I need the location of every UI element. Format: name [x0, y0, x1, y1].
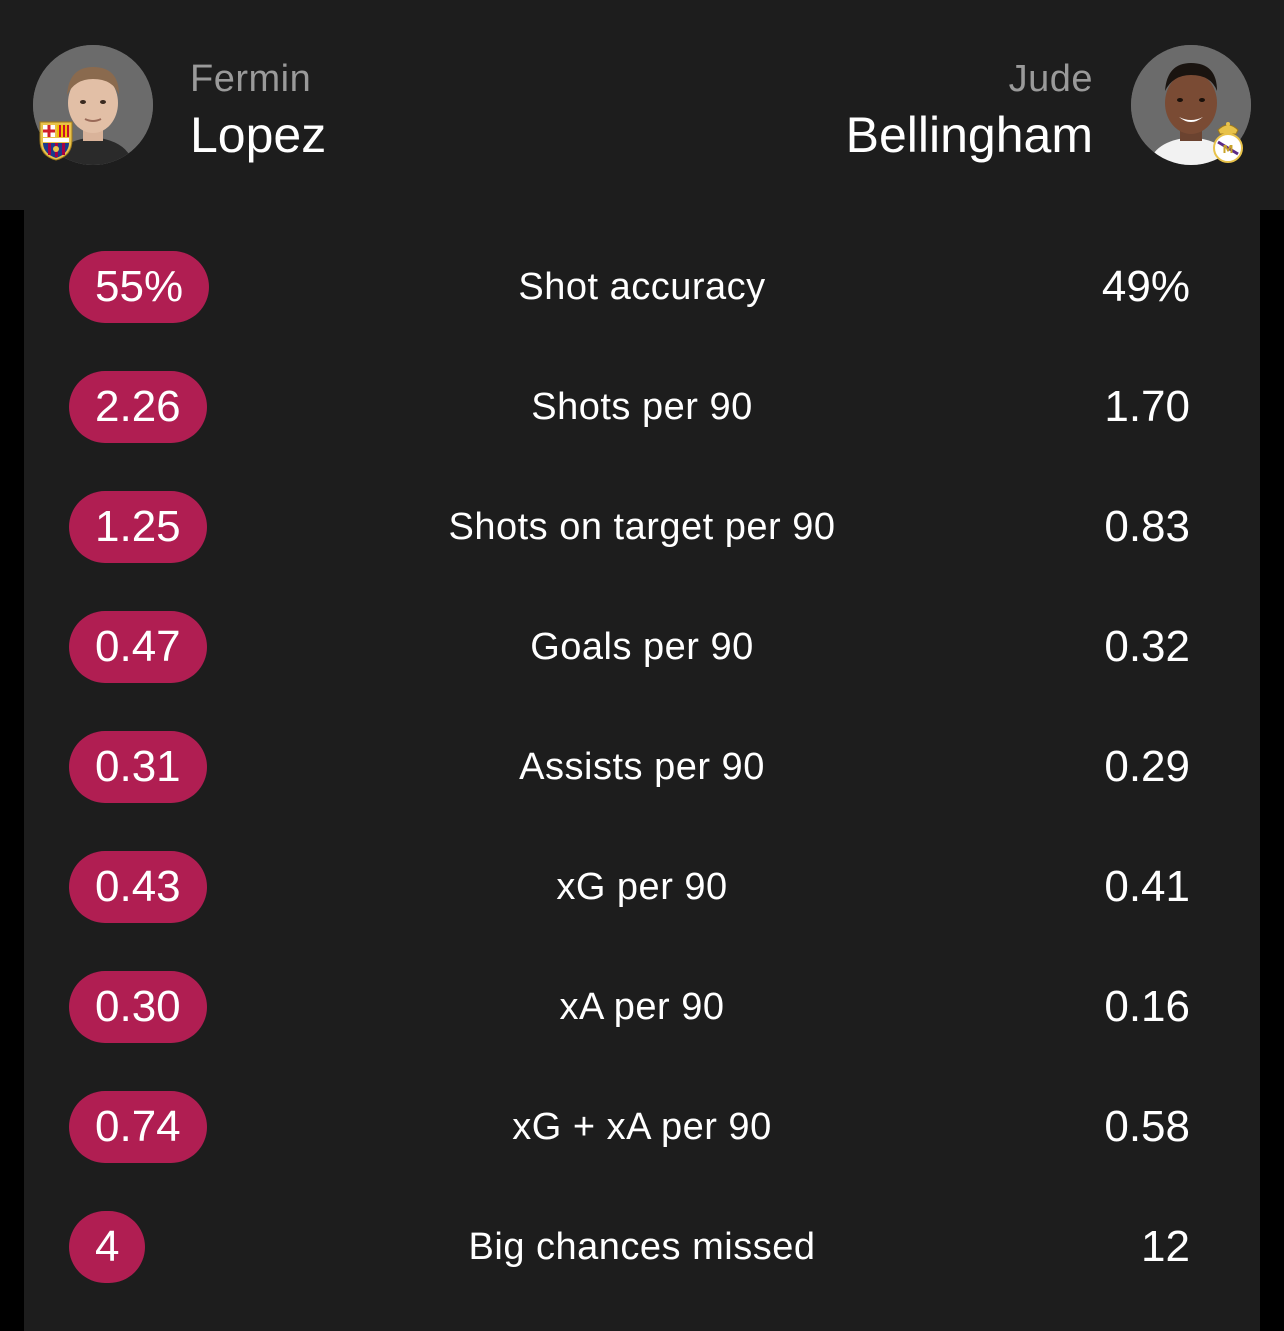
fc-barcelona-crest-icon	[39, 121, 73, 161]
left-value-highlight-pill: 0.31	[69, 731, 207, 803]
stat-label: Shots per 90	[531, 386, 753, 428]
stat-label: Shots on target per 90	[448, 506, 836, 548]
stat-label: Shot accuracy	[518, 266, 766, 308]
stat-row-xg-plus-xa-per-90: 0.74 xG + xA per 90 0.58	[24, 1050, 1260, 1170]
left-value-highlight-pill: 55%	[69, 251, 210, 323]
stat-row-shots-per-90: 2.26 Shots per 90 1.70	[24, 330, 1260, 450]
player-left-avatar[interactable]	[33, 45, 153, 165]
right-value: 0.58	[1104, 1102, 1190, 1151]
player-right-last-name: Bellingham	[845, 107, 1093, 163]
stat-label: xA per 90	[559, 986, 725, 1028]
right-value: 49%	[1101, 262, 1190, 311]
left-value-highlight-pill: 0.43	[69, 851, 207, 923]
stat-label: Big chances missed	[468, 1226, 816, 1268]
comparison-header: Fermin Lopez Jude Bellingham M	[0, 0, 1284, 210]
right-value: 1.70	[1104, 382, 1190, 431]
left-value-highlight-pill: 0.47	[69, 611, 207, 683]
left-value-highlight-pill: 4	[69, 1211, 146, 1283]
stat-row-xa-per-90: 0.30 xA per 90 0.16	[24, 930, 1260, 1050]
stat-label: xG + xA per 90	[512, 1106, 772, 1148]
real-madrid-crest-icon: M	[1213, 122, 1243, 163]
left-value-highlight-pill: 1.25	[69, 491, 207, 563]
left-value-highlight-pill: 2.26	[69, 371, 207, 443]
stat-row-goals-per-90: 0.47 Goals per 90 0.32	[24, 570, 1260, 690]
right-value: 12	[1141, 1222, 1190, 1271]
right-value: 0.83	[1104, 502, 1190, 551]
stats-panel: 55% Shot accuracy 49% 2.26 Shots per 90 …	[24, 210, 1260, 1331]
player-left-first-name: Fermin	[190, 58, 312, 100]
svg-text:M: M	[1223, 143, 1234, 156]
stat-row-big-chances-missed: 4 Big chances missed 12	[24, 1170, 1260, 1290]
left-value-highlight-pill: 0.74	[69, 1091, 207, 1163]
right-value: 0.41	[1104, 862, 1190, 911]
stat-label: xG per 90	[556, 866, 728, 908]
left-value-highlight-pill: 0.30	[69, 971, 207, 1043]
player-photo-icon	[1131, 45, 1251, 165]
stat-row-assists-per-90: 0.31 Assists per 90 0.29	[24, 690, 1260, 810]
stat-label: Assists per 90	[519, 746, 765, 788]
right-value: 0.29	[1104, 742, 1190, 791]
stat-row-shot-accuracy: 55% Shot accuracy 49%	[24, 210, 1260, 330]
right-value: 0.16	[1104, 982, 1190, 1031]
stat-row-xg-per-90: 0.43 xG per 90 0.41	[24, 810, 1260, 930]
player-right-first-name: Jude	[1008, 58, 1093, 100]
player-left-last-name: Lopez	[190, 107, 327, 163]
stat-row-shots-on-target-per-90: 1.25 Shots on target per 90 0.83	[24, 450, 1260, 570]
stat-label: Goals per 90	[530, 626, 754, 668]
right-value: 0.32	[1104, 622, 1190, 671]
